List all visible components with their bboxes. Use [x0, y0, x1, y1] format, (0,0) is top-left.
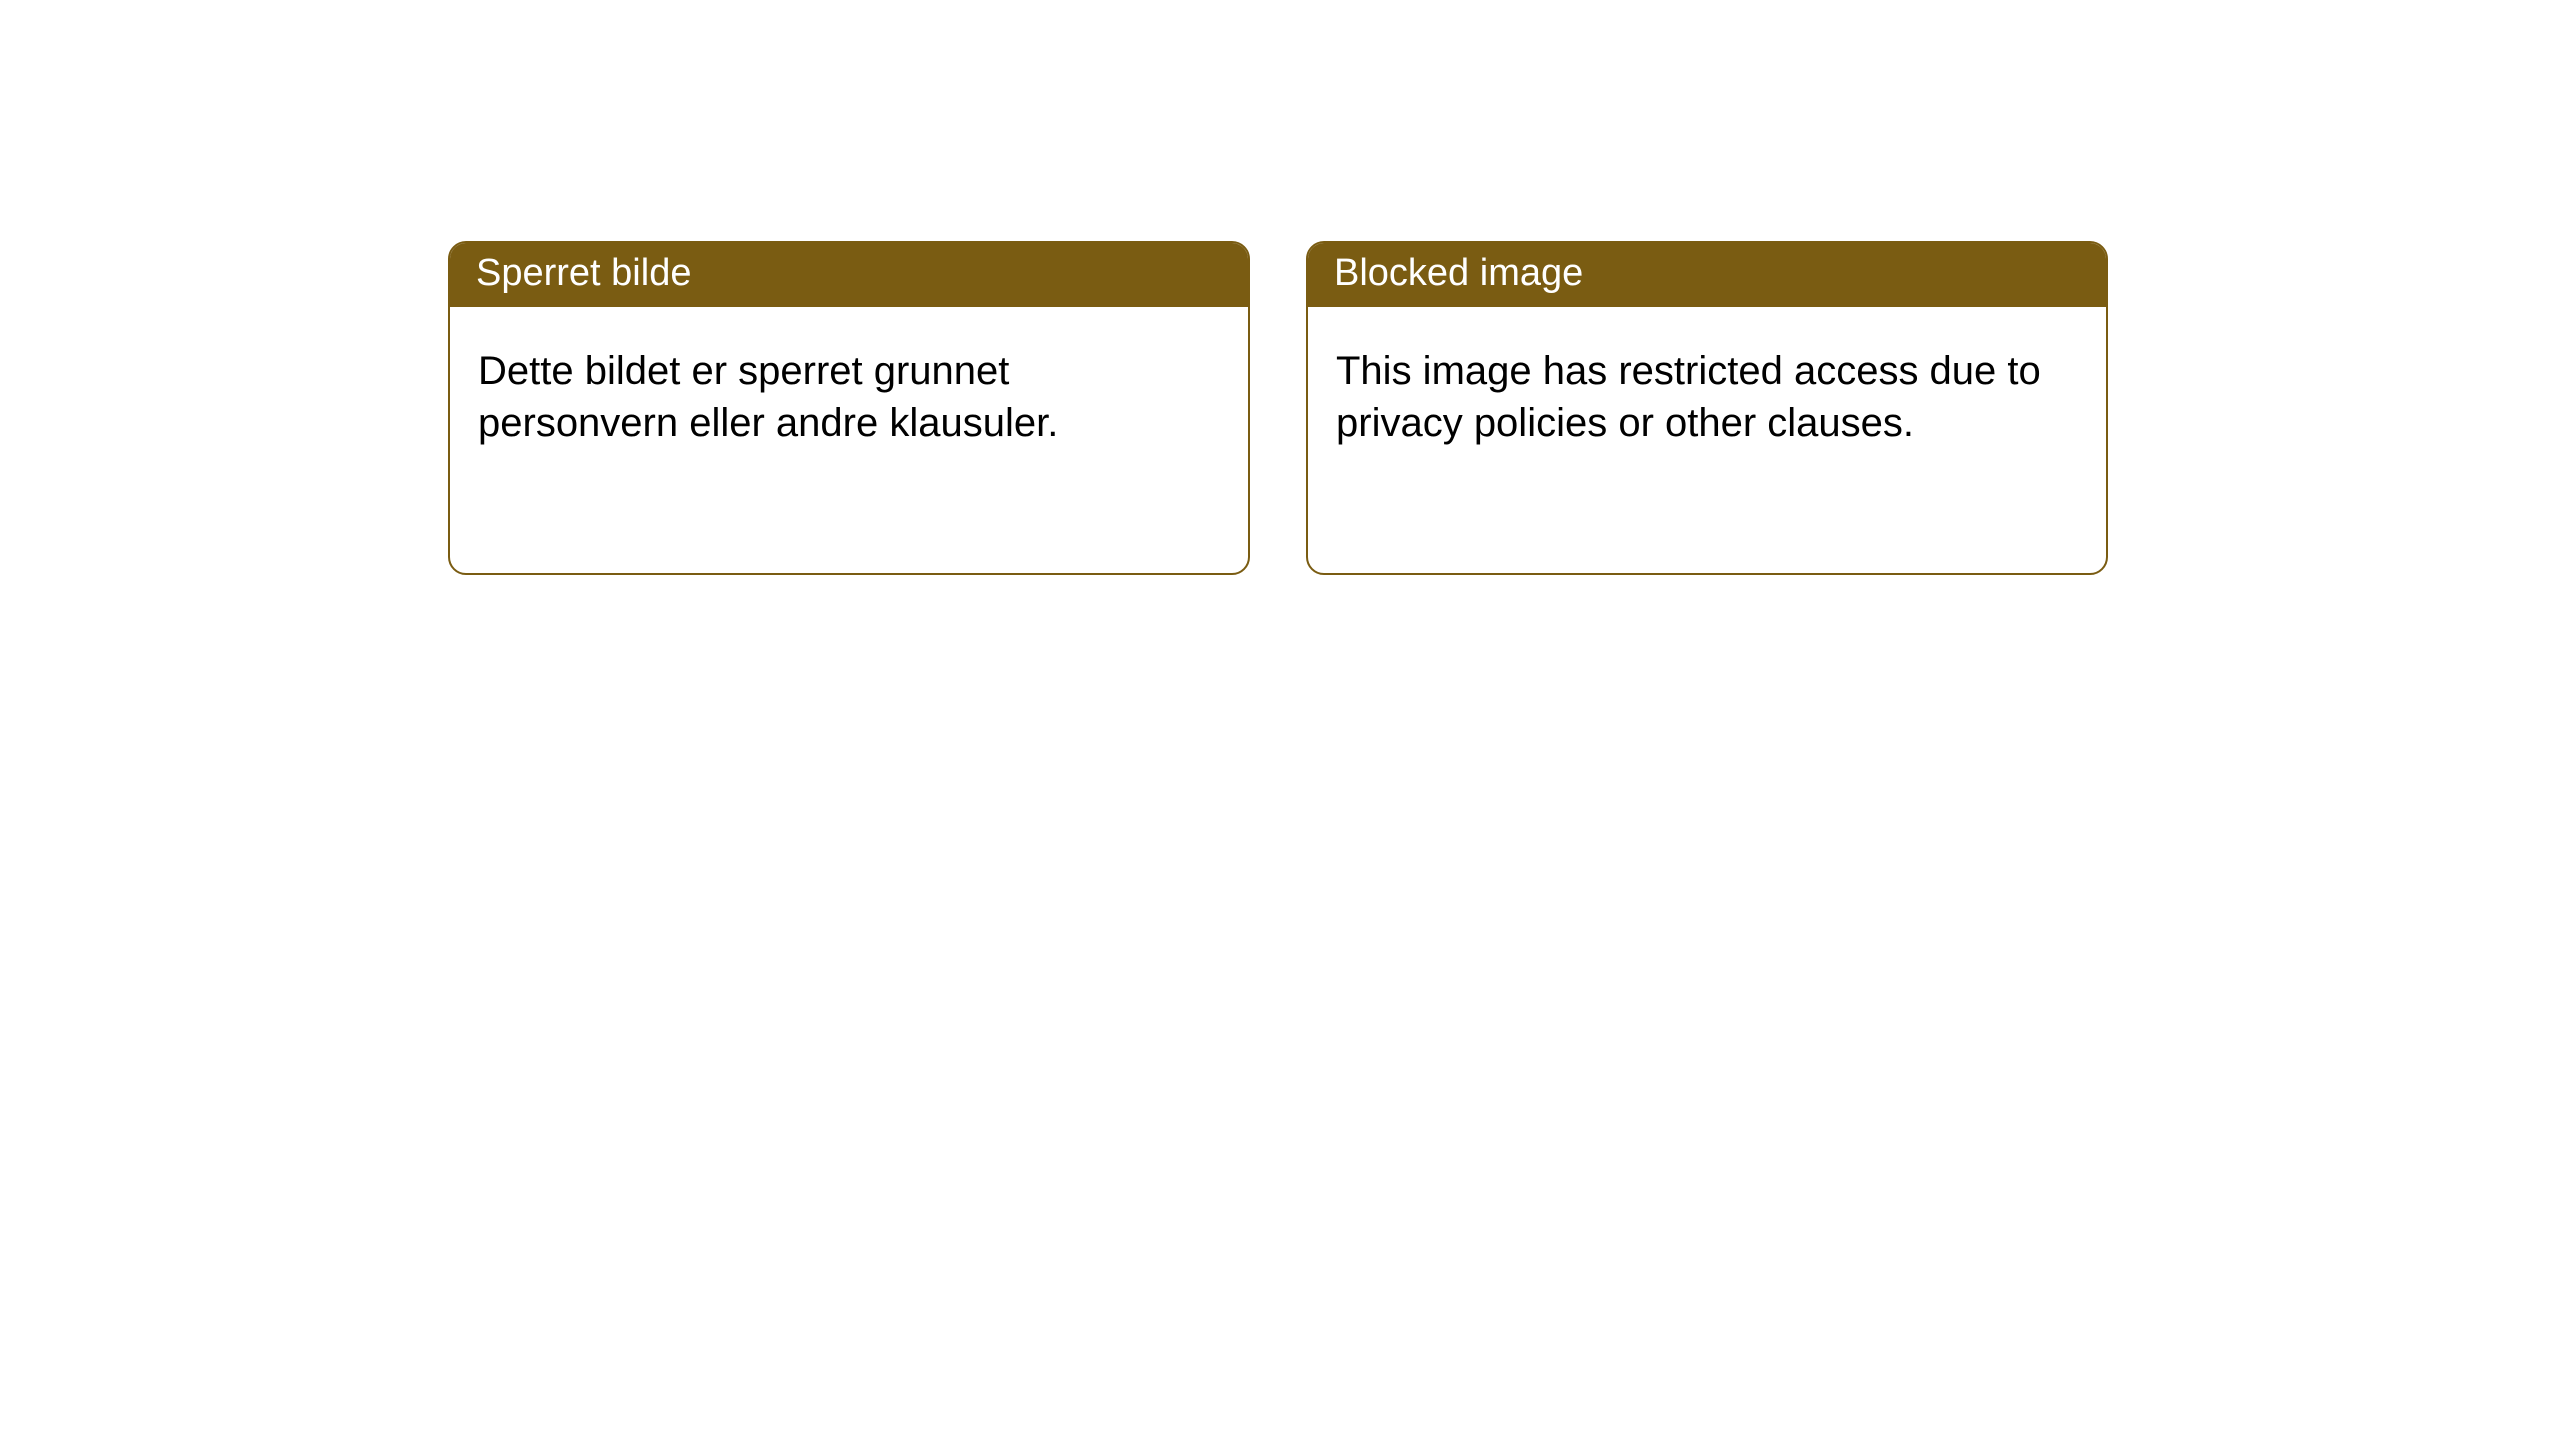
notice-body: This image has restricted access due to …: [1308, 307, 2106, 487]
notice-card-english: Blocked image This image has restricted …: [1306, 241, 2108, 575]
notice-body: Dette bildet er sperret grunnet personve…: [450, 307, 1248, 487]
notice-card-norwegian: Sperret bilde Dette bildet er sperret gr…: [448, 241, 1250, 575]
notice-header: Blocked image: [1308, 243, 2106, 307]
notice-header: Sperret bilde: [450, 243, 1248, 307]
notice-container: Sperret bilde Dette bildet er sperret gr…: [0, 0, 2560, 575]
